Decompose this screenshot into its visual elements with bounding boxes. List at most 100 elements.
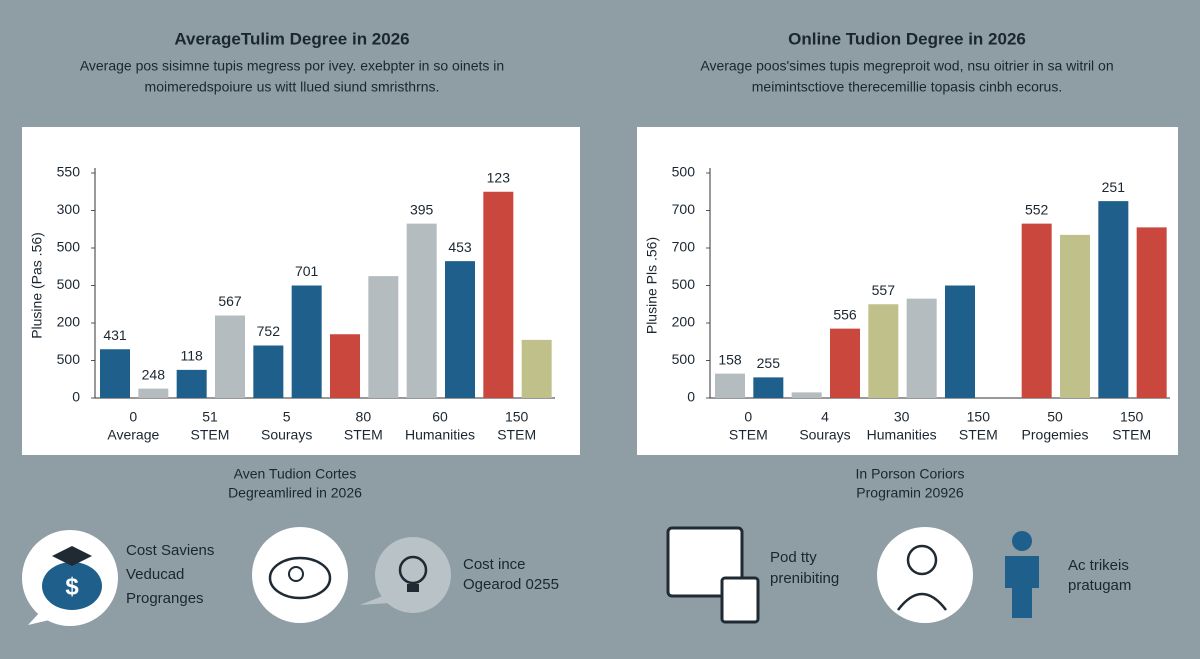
- bar-label: 556: [833, 306, 857, 322]
- y-tick-label: 700: [672, 239, 696, 255]
- y-tick-label: 550: [57, 164, 81, 180]
- x-tick-code: 51: [202, 409, 218, 425]
- x-tick-code: 0: [129, 409, 137, 425]
- bar-label: 118: [181, 348, 204, 364]
- chart-subtitle: meimintsctiove therecemillie topasis cin…: [752, 79, 1062, 95]
- bar-label: 251: [1102, 179, 1126, 195]
- icon-figure: [1005, 531, 1039, 618]
- x-tick-label: STEM: [344, 427, 383, 443]
- bar: [138, 388, 169, 398]
- bar: [368, 276, 399, 398]
- bar: [868, 304, 899, 398]
- x-tick-code: 0: [744, 409, 752, 425]
- x-tick-label: Progemies: [1022, 427, 1089, 443]
- x-tick-code: 150: [505, 409, 529, 425]
- bar: [906, 298, 937, 398]
- x-tick-label: Humanities: [867, 427, 937, 443]
- bar-label: 552: [1025, 201, 1049, 217]
- x-tick-label: STEM: [191, 427, 230, 443]
- x-tick-code: 30: [894, 409, 910, 425]
- y-tick-label: 300: [57, 201, 81, 217]
- bar: [100, 349, 130, 398]
- bar-label: 395: [410, 201, 434, 217]
- panel: [637, 127, 1178, 455]
- feature-text: Cost ince: [463, 556, 526, 573]
- x-tick-label: Average: [107, 427, 159, 443]
- bar: [176, 369, 207, 398]
- chart-subtitle: Average pos sisimne tupis megress por iv…: [80, 58, 504, 74]
- bar-label: 567: [218, 293, 242, 309]
- bar: [1021, 223, 1052, 398]
- bar-label: 431: [103, 327, 127, 343]
- bar: [483, 191, 514, 398]
- y-tick-label: 200: [57, 314, 81, 330]
- y-tick-label: 0: [72, 389, 80, 405]
- x-tick-label: Humanities: [405, 427, 475, 443]
- svg-text:$: $: [65, 573, 79, 600]
- caption: Degreamlired in 2026: [228, 485, 362, 501]
- bar: [1060, 234, 1090, 398]
- y-axis-title: Plusine (Pas .56): [29, 232, 45, 339]
- caption: In Porson Coriors: [856, 466, 965, 482]
- x-tick-code: 80: [356, 409, 372, 425]
- chart-title: Online Tudion Degree in 2026: [788, 29, 1026, 48]
- y-tick-label: 700: [672, 201, 696, 217]
- x-tick-label: Sourays: [799, 427, 850, 443]
- caption: Aven Tudion Cortes: [234, 466, 357, 482]
- icon-piggy: [252, 527, 348, 623]
- bar: [1136, 227, 1167, 398]
- bar-label: 248: [142, 366, 166, 382]
- bar: [291, 285, 322, 398]
- feature-text: Cost Saviens: [126, 542, 214, 559]
- bar-label: 255: [757, 355, 781, 371]
- bar-label: 158: [718, 351, 742, 367]
- x-tick-code: 60: [432, 409, 448, 425]
- feature-text: pratugam: [1068, 577, 1131, 594]
- x-tick-code: 150: [967, 409, 991, 425]
- feature-text: Veducad: [126, 566, 184, 583]
- x-tick-code: 5: [283, 409, 291, 425]
- x-tick-code: 50: [1047, 409, 1063, 425]
- x-tick-label: STEM: [959, 427, 998, 443]
- x-tick-code: 150: [1120, 409, 1144, 425]
- bar: [521, 339, 552, 398]
- bar: [330, 334, 360, 398]
- x-tick-label: STEM: [1112, 427, 1151, 443]
- bar: [791, 392, 822, 398]
- feature-text: Progranges: [126, 590, 204, 607]
- bar: [753, 377, 784, 398]
- icon-piggy-grad: $: [22, 530, 118, 626]
- y-tick-label: 0: [687, 389, 695, 405]
- icon-bulb: [360, 537, 451, 613]
- bar: [715, 373, 745, 398]
- feature-text: Ogearod 0255: [463, 576, 559, 593]
- bar-label: 752: [257, 323, 281, 339]
- y-tick-label: 500: [672, 164, 696, 180]
- bar: [253, 345, 284, 398]
- feature-text: Pod tty: [770, 549, 817, 566]
- y-tick-label: 500: [57, 351, 81, 367]
- icon-person: [877, 527, 973, 623]
- x-tick-code: 4: [821, 409, 829, 425]
- chart-title: AverageTulim Degree in 2026: [174, 29, 409, 48]
- y-tick-label: 500: [672, 351, 696, 367]
- bar: [830, 328, 860, 398]
- x-tick-label: STEM: [729, 427, 768, 443]
- bar-label: 701: [295, 263, 319, 279]
- bar: [215, 315, 245, 398]
- bar: [1098, 201, 1129, 398]
- bar: [945, 285, 975, 398]
- icon-calendar: [666, 526, 760, 624]
- bar-label: 453: [448, 239, 472, 255]
- chart-subtitle: Average poos'simes tupis megreproit wod,…: [700, 58, 1113, 74]
- feature-text: prenibiting: [770, 570, 839, 587]
- x-tick-label: STEM: [497, 427, 536, 443]
- bar-label: 123: [487, 169, 511, 185]
- y-tick-label: 200: [672, 314, 696, 330]
- caption: Programin 20926: [856, 485, 964, 501]
- y-axis-title: Plusine Pls .56): [644, 237, 660, 334]
- chart-subtitle: moimeredspoiure us witt llued siund smri…: [145, 79, 440, 95]
- y-tick-label: 500: [57, 276, 81, 292]
